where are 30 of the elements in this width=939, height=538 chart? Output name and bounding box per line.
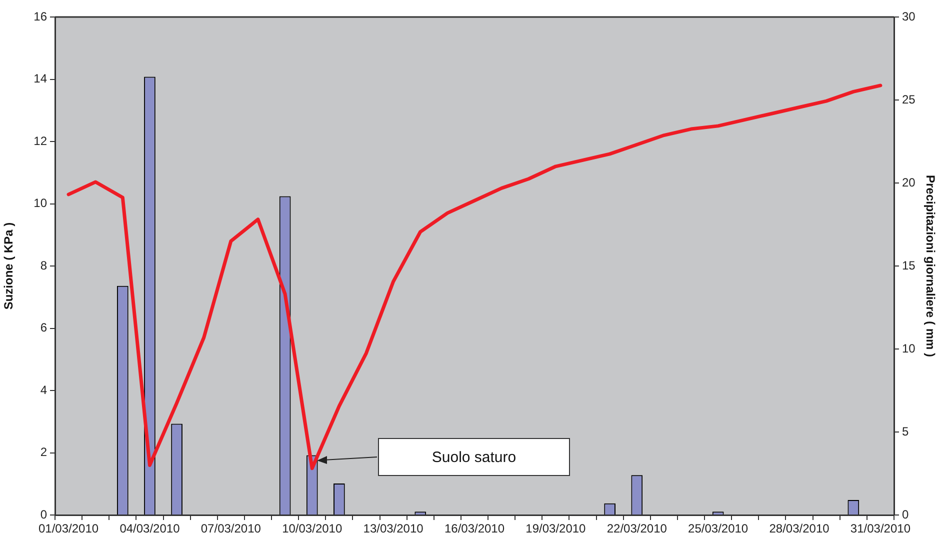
y-tick-label: 10 [34,196,48,210]
x-tick-label: 25/03/2010 [688,522,748,536]
x-tick-label: 13/03/2010 [363,522,424,536]
x-tick-label: 31/03/2010 [850,522,911,536]
y2-tick-label: 15 [902,258,916,272]
x-tick-label: 22/03/2010 [606,522,668,536]
y2-tick-label: 0 [902,507,909,522]
y2-tick-label: 20 [902,175,916,190]
x-tick-label: 10/03/2010 [282,522,342,536]
y-tick-label: 14 [34,72,48,86]
y-tick-label: 12 [34,134,48,148]
y-tick-label: 8 [40,258,48,272]
y2-tick-label: 25 [902,92,916,106]
x-tick-label: 16/03/2010 [444,522,505,536]
x-tick-label: 01/03/2010 [38,522,99,536]
x-tick-label: 07/03/2010 [200,522,262,536]
y-tick-label: 2 [40,445,48,460]
y-tick-label: 16 [34,9,48,24]
y2-axis-title: Precipitazioni giornaliere ( mm ) [923,174,938,358]
y-axis-title: Suzione ( KPa ) [2,222,16,310]
y-tick-label: 4 [40,382,48,397]
x-tick-label: 28/03/2010 [769,522,830,536]
y2-tick-label: 5 [902,424,909,438]
callout-box: Suolo saturo [378,438,570,476]
y-tick-label: 0 [40,507,48,522]
y-tick-label: 6 [40,320,48,335]
y2-tick-label: 30 [902,9,916,24]
y2-tick-label: 10 [902,341,916,356]
x-tick-label: 19/03/2010 [526,522,586,536]
x-tick-label: 04/03/2010 [120,522,180,536]
